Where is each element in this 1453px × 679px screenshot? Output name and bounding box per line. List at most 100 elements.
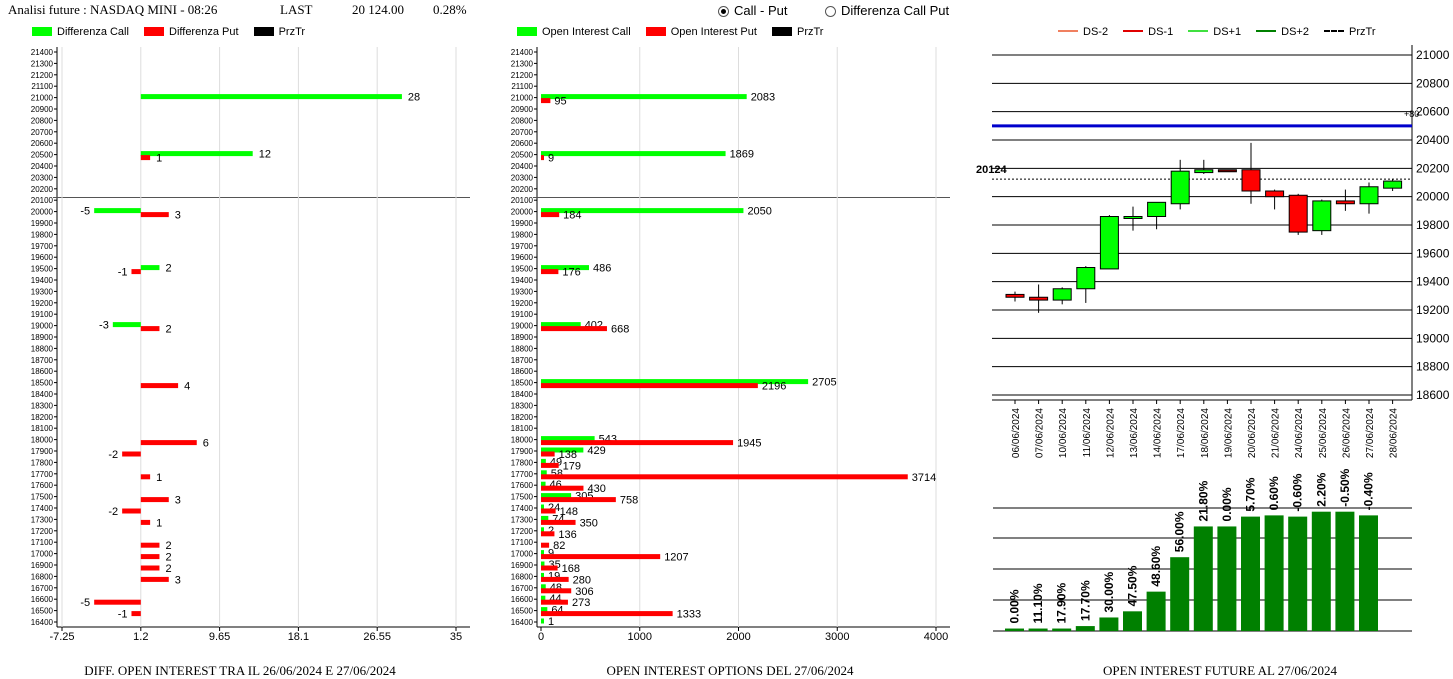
y-tick-label: 20300 — [31, 173, 54, 182]
footer-right: OPEN INTEREST FUTURE AL 27/06/2024 — [1102, 663, 1337, 678]
diff-bar — [140, 94, 402, 100]
oi-bar — [541, 436, 595, 442]
bar-value-label: 179 — [563, 460, 581, 472]
bar-value-label: 4 — [184, 381, 190, 393]
oi-future-bar — [1075, 626, 1095, 631]
diff-bar — [140, 212, 169, 218]
y-tick-label: 16400 — [511, 618, 534, 627]
y-tick-label: 18400 — [511, 390, 534, 399]
bar-value-label: 306 — [575, 586, 593, 598]
bar-value-label: 1207 — [664, 552, 688, 564]
radio-call-put[interactable]: Call - Put — [718, 3, 787, 18]
legend-item: DS-2 — [1058, 26, 1108, 38]
y-tick-label: 17100 — [511, 538, 534, 547]
x-tick-label: 1000 — [628, 631, 652, 643]
bar-value-label: 2 — [548, 525, 554, 537]
oi-bar — [541, 383, 758, 389]
y-tick-label: 16700 — [511, 584, 534, 593]
y-tick-label: 21100 — [511, 82, 533, 91]
footer-middle: OPEN INTEREST OPTIONS DEL 27/06/2024 — [606, 663, 854, 678]
oi-bar — [541, 584, 546, 590]
x-tick-label: 18.1 — [288, 631, 309, 643]
date-tick-label: 07/06/2024 — [1035, 408, 1046, 458]
radio-diff-call-put[interactable]: Differenza Call Put — [825, 3, 949, 18]
date-tick-label: 21/06/2024 — [1271, 408, 1282, 458]
diff-bar — [122, 508, 141, 514]
y-tick-label: 18900 — [31, 333, 54, 342]
oi-future-bar — [1052, 628, 1072, 631]
y-tick-label: 18000 — [511, 436, 534, 445]
y-tick-label: 17300 — [511, 515, 534, 524]
date-tick-label: 14/06/2024 — [1153, 408, 1164, 458]
oi-bar — [541, 531, 555, 537]
oi-bar — [541, 611, 673, 617]
bar-value-label: 758 — [620, 495, 638, 507]
bar-value-label: 95 — [554, 96, 566, 108]
y-tick-label: 21400 — [31, 48, 54, 57]
y-tick-label: 16700 — [31, 584, 54, 593]
bar-value-label: 350 — [580, 517, 598, 529]
x-tick-label: 1.2 — [133, 631, 148, 643]
y-tick-label: 16900 — [511, 561, 534, 570]
y-tick-label: 19400 — [31, 276, 54, 285]
date-tick-label: 28/06/2024 — [1389, 408, 1400, 458]
diff-bar — [140, 155, 151, 161]
oi-bar — [541, 572, 544, 578]
x-tick-label: 0 — [538, 631, 544, 643]
candle-body — [1241, 169, 1261, 192]
x-tick-label: 2000 — [726, 631, 750, 643]
legend-item: Open Interest Call — [517, 26, 631, 38]
y-tick-label: 19300 — [31, 287, 54, 296]
oi-bar — [541, 542, 550, 548]
y-tick-label: 17800 — [511, 458, 534, 467]
y-tick-label: 19100 — [31, 310, 54, 319]
legend-item: Differenza Put — [144, 26, 239, 38]
y-tick-label: 17800 — [31, 458, 54, 467]
oi-bar — [541, 599, 568, 605]
price-tick-label: 21000 — [1416, 48, 1450, 62]
bar-value-label: 3714 — [912, 472, 936, 484]
y-tick-label: 20900 — [31, 105, 54, 114]
y-tick-label: 21300 — [511, 59, 534, 68]
date-tick-label: 24/06/2024 — [1294, 408, 1305, 458]
y-tick-label: 18300 — [511, 401, 534, 410]
y-tick-label: 19500 — [511, 265, 534, 274]
bar-value-label: 82 — [553, 540, 565, 552]
oi-bar — [541, 98, 551, 104]
oi-bar — [541, 94, 747, 100]
y-tick-label: 20100 — [31, 196, 54, 205]
bar-value-label: 2 — [165, 540, 171, 552]
oi-bar — [541, 588, 572, 594]
y-tick-label: 17900 — [31, 447, 54, 456]
y-tick-label: 21200 — [31, 71, 54, 80]
y-tick-label: 18600 — [31, 367, 54, 376]
legend-right: DS-2 DS-1 DS+1 DS+2 PrzTr — [1058, 26, 1388, 38]
diff-bar — [140, 576, 169, 582]
diff-bar — [140, 151, 253, 157]
oi-future-label: 0.00% — [1220, 487, 1234, 521]
change-percent: 0.28% — [433, 2, 467, 17]
legend-middle: Open Interest Call Open Interest Put Prz… — [517, 26, 835, 38]
oi-bar — [541, 265, 589, 271]
candle-body — [1383, 180, 1403, 189]
y-tick-label: 20100 — [511, 196, 534, 205]
y-tick-label: 18500 — [31, 379, 54, 388]
oi-bar — [541, 561, 545, 567]
legend-item: PrzTr — [1324, 26, 1376, 38]
bar-value-label: 6 — [203, 438, 209, 450]
y-tick-label: 17200 — [511, 527, 534, 536]
diff-bar — [94, 208, 141, 214]
y-tick-label: 16800 — [31, 572, 54, 581]
oi-future-bar — [1311, 511, 1331, 631]
price-tick-label: 20400 — [1416, 133, 1450, 147]
oi-bar — [541, 462, 559, 468]
last-value: 20 124.00 — [352, 2, 404, 17]
y-tick-label: 20400 — [31, 162, 54, 171]
radio-label: Call - Put — [734, 3, 788, 18]
oi-future-bar — [1146, 591, 1166, 631]
oi-bar — [541, 151, 726, 157]
date-tick-label: 18/06/2024 — [1200, 408, 1211, 458]
y-tick-label: 17900 — [511, 447, 534, 456]
oi-future-label: 17.90% — [1055, 583, 1069, 624]
